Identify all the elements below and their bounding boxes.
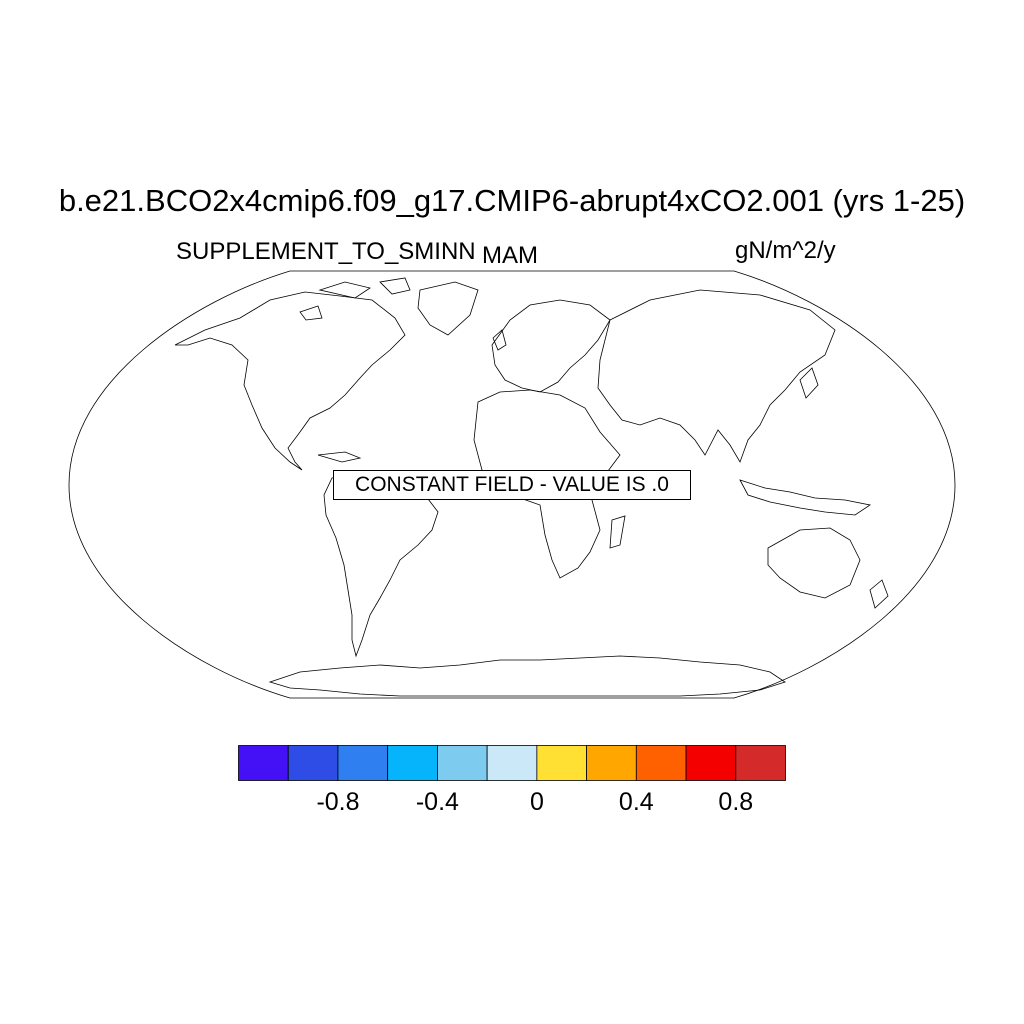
colorbar-swatch (238, 745, 289, 781)
colorbar-swatch (635, 745, 687, 781)
colorbar-swatch (387, 745, 438, 781)
colorbar-swatch (437, 745, 488, 781)
season-label: MAM (482, 242, 538, 269)
coastline-north-america (174, 291, 406, 471)
coastline-madagascar (609, 515, 626, 549)
coastline-british-isles (492, 329, 507, 351)
colorbar-tick-label: 0.4 (618, 788, 654, 816)
plot-title: b.e21.BCO2x4cmip6.f09_g17.CMIP6-abrupt4x… (58, 183, 966, 218)
coastline-caribbean (317, 451, 362, 463)
colorbar-swatch (685, 745, 737, 781)
variable-label: SUPPLEMENT_TO_SMINN (176, 238, 476, 265)
coastline-new-zealand (869, 579, 889, 609)
colorbar-swatch (735, 745, 786, 781)
colorbar-tick-label: -0.4 (415, 788, 459, 816)
colorbar-tick-label: 0 (529, 788, 544, 816)
units-label: gN/m^2/y (735, 237, 836, 264)
colorbar-swatch (586, 745, 637, 781)
colorbar-swatch (287, 745, 339, 781)
constant-field-notice: CONSTANT FIELD - VALUE IS .0 (333, 470, 691, 500)
colorbar-swatch (337, 745, 389, 781)
colorbar-tick-label: 0.8 (718, 788, 754, 816)
colorbar-swatch (486, 745, 538, 781)
coastline-asia (597, 289, 836, 463)
coastline-antarctica (268, 655, 786, 697)
colorbar-tick-label: -0.8 (316, 788, 360, 816)
colorbar (238, 745, 786, 781)
colorbar-swatch (536, 745, 587, 781)
map-boundary (68, 270, 956, 699)
coastline-arctic-islands (299, 277, 411, 321)
coastline-indonesia (739, 479, 872, 516)
coastline-greenland (417, 281, 479, 336)
coastline-south-america (323, 471, 439, 658)
coastline-europe (491, 299, 611, 393)
coastline-australia (767, 527, 861, 599)
coastline-japan (799, 367, 819, 399)
